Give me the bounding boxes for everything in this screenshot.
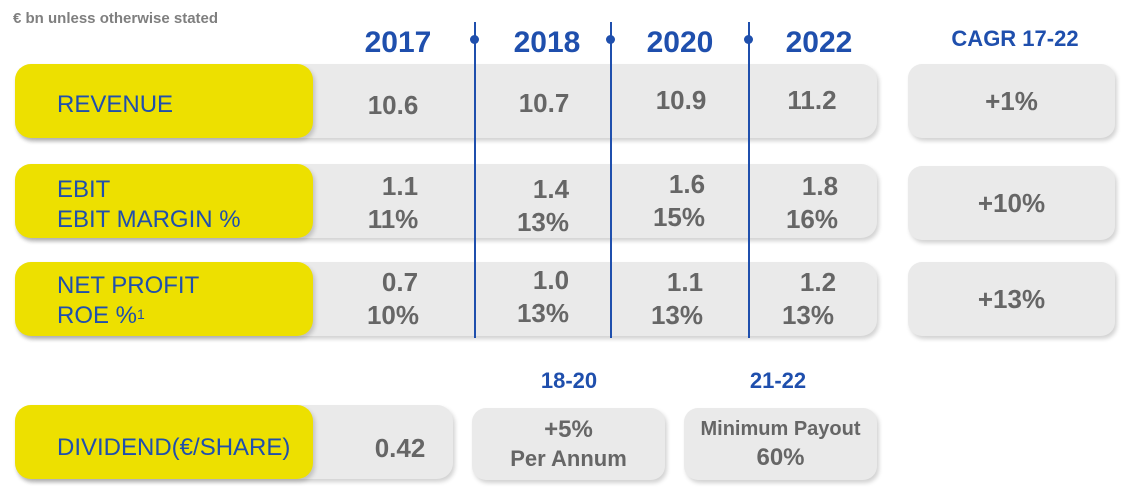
- roe-2018-value: 13%: [516, 298, 570, 328]
- year-2017-header: 2017: [364, 26, 432, 59]
- dividend-18-20-frequency: Per Annum: [510, 446, 627, 471]
- net-profit-label: NET PROFIT: [57, 272, 200, 299]
- roe-footnote-marker: 1: [137, 306, 145, 322]
- net-profit-2018-value: 1.0: [532, 265, 570, 295]
- ebit-margin-2020-value: 15%: [652, 202, 706, 232]
- ebit-margin-2018-value: 13%: [516, 207, 570, 237]
- ebit-label: EBIT: [57, 176, 111, 203]
- revenue-2018-value: 10.7: [518, 88, 570, 118]
- roe-2022-value: 13%: [781, 300, 835, 330]
- net-profit-cagr-box: +13%: [908, 262, 1115, 336]
- revenue-label-box: REVENUE: [15, 64, 313, 138]
- year-2020-header: 2020: [646, 26, 714, 59]
- roe-2020-value: 13%: [650, 300, 704, 330]
- revenue-label: REVENUE: [57, 91, 174, 118]
- revenue-cagr-box: +1%: [908, 64, 1115, 138]
- units-note: € bn unless otherwise stated: [13, 10, 219, 27]
- dividend-label-box: DIVIDEND(€/SHARE): [15, 405, 313, 479]
- ebit-2020-value: 1.6: [668, 169, 706, 199]
- ebit-margin-2017-value: 11%: [367, 204, 419, 234]
- separator-2020-2022: [748, 22, 750, 338]
- net-profit-cagr-value: +13%: [977, 283, 1046, 314]
- year-2018-header: 2018: [513, 26, 581, 59]
- roe-2017-value: 10%: [366, 300, 420, 330]
- period-18-20-label: 18-20: [540, 368, 598, 393]
- separator-dot-2018-2020: [606, 35, 615, 44]
- ebit-2022-value: 1.8: [801, 171, 839, 201]
- ebit-cagr-box: +10%: [908, 166, 1115, 240]
- dividend-label: DIVIDEND(€/SHARE): [57, 434, 291, 461]
- period-21-22-label: 21-22: [749, 368, 807, 393]
- ebit-2018-value: 1.4: [532, 174, 570, 204]
- ebit-label-box: EBIT EBIT MARGIN %: [15, 164, 313, 238]
- separator-dot-2020-2022: [744, 35, 753, 44]
- revenue-2020-value: 10.9: [655, 85, 707, 115]
- separator-dot-2017-2018: [470, 35, 479, 44]
- ebit-2017-value: 1.1: [381, 171, 419, 201]
- net-profit-label-box: NET PROFIT ROE %1: [15, 262, 313, 336]
- year-2022-header: 2022: [785, 26, 853, 59]
- roe-label-text: ROE %: [57, 302, 138, 329]
- dividend-18-20-growth: +5%: [544, 416, 593, 443]
- revenue-cagr-value: +1%: [985, 85, 1038, 116]
- dividend-21-22-box: Minimum Payout 60%: [684, 408, 877, 480]
- ebit-margin-label: EBIT MARGIN %: [57, 206, 241, 233]
- net-profit-2020-value: 1.1: [666, 267, 704, 297]
- ebit-margin-2022-value: 16%: [785, 204, 839, 234]
- dividend-18-20-box: +5% Per Annum: [472, 408, 665, 480]
- cagr-header: CAGR 17-22: [951, 26, 1079, 51]
- dividend-21-22-payout: 60%: [756, 444, 805, 471]
- ebit-cagr-value: +10%: [977, 187, 1046, 218]
- net-profit-2017-value: 0.7: [381, 267, 419, 297]
- dividend-21-22-policy: Minimum Payout: [700, 418, 861, 440]
- net-profit-2022-value: 1.2: [799, 267, 837, 297]
- separator-2017-2018: [474, 22, 476, 338]
- roe-label: ROE %1: [57, 300, 145, 332]
- revenue-2017-value: 10.6: [367, 90, 419, 120]
- separator-2018-2020: [610, 22, 612, 338]
- revenue-2022-value: 11.2: [787, 85, 837, 115]
- dividend-2017-value: 0.42: [374, 433, 426, 463]
